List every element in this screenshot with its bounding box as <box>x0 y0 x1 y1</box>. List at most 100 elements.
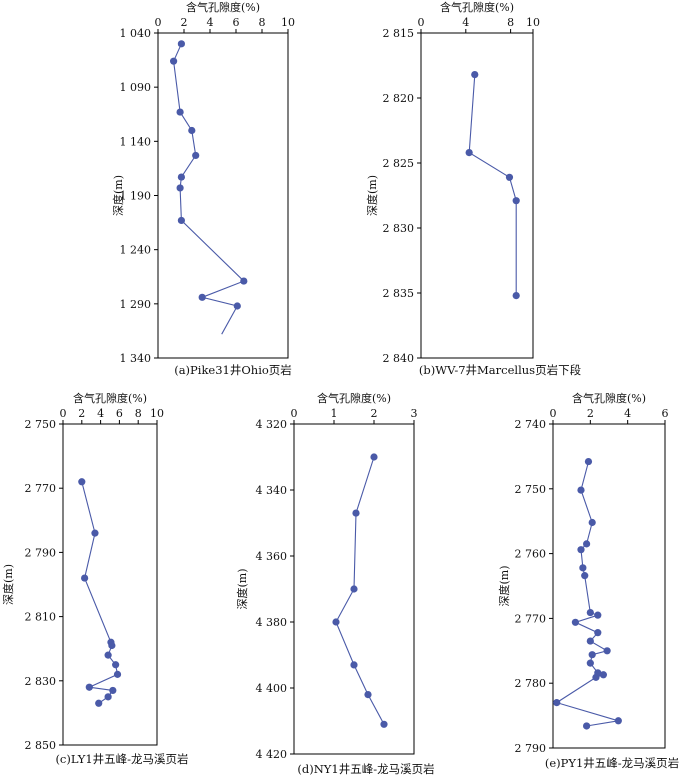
data-point <box>104 651 112 659</box>
data-point <box>380 720 388 728</box>
y-tick-label: 2 740 <box>515 418 547 431</box>
y-tick-label: 4 320 <box>256 418 288 431</box>
plot-frame <box>62 423 158 746</box>
data-point <box>108 641 116 650</box>
x-tick-label: 1 <box>331 407 338 420</box>
data-point <box>586 659 594 667</box>
x-tick-label: 4 <box>624 407 631 420</box>
y-axis-title: 深度(m) <box>111 175 125 216</box>
panel-d-ny1: 0 1 2 3 含气孔隙度(%) 4 320 4 340 4 360 4 380 4 400 4 4… <box>235 391 435 776</box>
data-point <box>512 292 520 300</box>
x-tick-label: 2 <box>78 407 85 420</box>
data-point <box>78 478 86 486</box>
y-tick-label: 2 830 <box>25 675 57 688</box>
x-tick-label: 10 <box>150 407 164 420</box>
data-point <box>583 540 591 548</box>
y-tick-label: 4 380 <box>256 616 288 629</box>
y-tick-label: 1 340 <box>120 352 152 365</box>
data-point <box>553 699 561 707</box>
data-point <box>176 184 184 192</box>
data-point <box>192 151 200 160</box>
data-point <box>177 40 185 48</box>
data-point <box>581 572 589 580</box>
plot-frame <box>157 32 289 359</box>
x-tick-label: 10 <box>526 16 540 29</box>
y-tick-label: 4 340 <box>256 484 288 497</box>
data-point <box>594 629 602 637</box>
panel-e-py1: 0 2 4 6 含气孔隙度(%) 2 740 2 750 2 760 2 770 2 780 2 7… <box>497 391 679 770</box>
panel-b-wv7: 0 4 8 10 含气孔隙度(%) 2 815 2 820 2 825 2 830 2 835 2 … <box>365 0 582 377</box>
data-point <box>577 486 585 494</box>
y-axis-title: 深度(m) <box>235 568 249 609</box>
data-point <box>512 197 520 205</box>
x-tick-label: 2 <box>181 16 188 29</box>
x-tick-label: 6 <box>116 407 123 420</box>
data-point <box>350 585 358 593</box>
y-tick-label: 1 040 <box>120 27 152 40</box>
data-point <box>465 149 473 157</box>
x-tick-label: 8 <box>507 16 514 29</box>
data-point <box>81 574 89 582</box>
data-point <box>584 457 593 466</box>
data-point <box>586 637 594 645</box>
data-point <box>588 518 596 527</box>
x-tick-label: 3 <box>411 407 418 420</box>
data-point <box>188 126 196 135</box>
y-tick-label: 2 840 <box>383 352 415 365</box>
data-point <box>104 693 112 701</box>
data-point <box>233 302 241 310</box>
y-tick-label: 1 140 <box>120 135 152 148</box>
x-tick-label: 2 <box>587 407 594 420</box>
data-point <box>85 683 93 691</box>
y-tick-label: 2 760 <box>515 548 547 561</box>
y-tick-label: 2 820 <box>383 92 415 105</box>
x-tick-label: 4 <box>97 407 104 420</box>
y-tick-label: 2 750 <box>515 483 547 496</box>
panel-caption: (a)Pike31井Ohio页岩 <box>174 363 292 377</box>
y-tick-label: 2 835 <box>383 287 415 300</box>
data-point <box>370 453 378 461</box>
panel-caption: (b)WV-7井Marcellus页岩下段 <box>419 363 582 377</box>
y-axis-title: 深度(m) <box>365 175 379 216</box>
data-point <box>240 277 248 285</box>
y-tick-label: 2 850 <box>25 739 57 752</box>
panel-caption: (c)LY1井五峰-龙马溪页岩 <box>55 752 188 766</box>
plot-frame <box>552 423 666 749</box>
data-point <box>505 173 514 181</box>
x-axis-title: 含气孔隙度(%) <box>572 391 646 405</box>
data-point <box>113 670 122 678</box>
data-point <box>176 108 184 116</box>
x-tick-label: 2 <box>371 407 378 420</box>
series-line <box>335 456 385 725</box>
data-point <box>592 673 600 681</box>
y-tick-label: 2 830 <box>383 222 415 235</box>
x-tick-label: 6 <box>662 407 669 420</box>
data-point <box>332 618 340 626</box>
x-tick-label: 0 <box>155 16 162 29</box>
data-point <box>364 691 372 699</box>
y-tick-label: 2 790 <box>515 742 547 755</box>
x-tick-label: 8 <box>135 407 142 420</box>
data-point <box>95 699 103 707</box>
data-point <box>586 608 594 617</box>
series-line <box>81 481 119 704</box>
y-tick-label: 1 290 <box>120 298 152 311</box>
y-tick-label: 2 815 <box>383 27 415 40</box>
series-line <box>173 43 245 335</box>
x-tick-label: 8 <box>259 16 266 29</box>
data-point <box>594 611 602 619</box>
data-point <box>198 293 206 301</box>
y-tick-label: 2 810 <box>25 611 57 624</box>
data-point <box>577 546 585 554</box>
x-tick-label: 0 <box>550 407 557 420</box>
x-tick-label: 0 <box>291 407 298 420</box>
y-axis-title: 深度(m) <box>1 564 15 605</box>
y-tick-label: 1 240 <box>120 244 152 257</box>
y-tick-label: 1 090 <box>120 81 152 94</box>
y-tick-label: 1 190 <box>120 190 152 203</box>
data-point <box>177 173 185 181</box>
x-axis-title: 含气孔隙度(%) <box>440 0 514 14</box>
y-tick-label: 2 825 <box>383 157 415 170</box>
x-axis-title: 含气孔隙度(%) <box>186 0 260 14</box>
